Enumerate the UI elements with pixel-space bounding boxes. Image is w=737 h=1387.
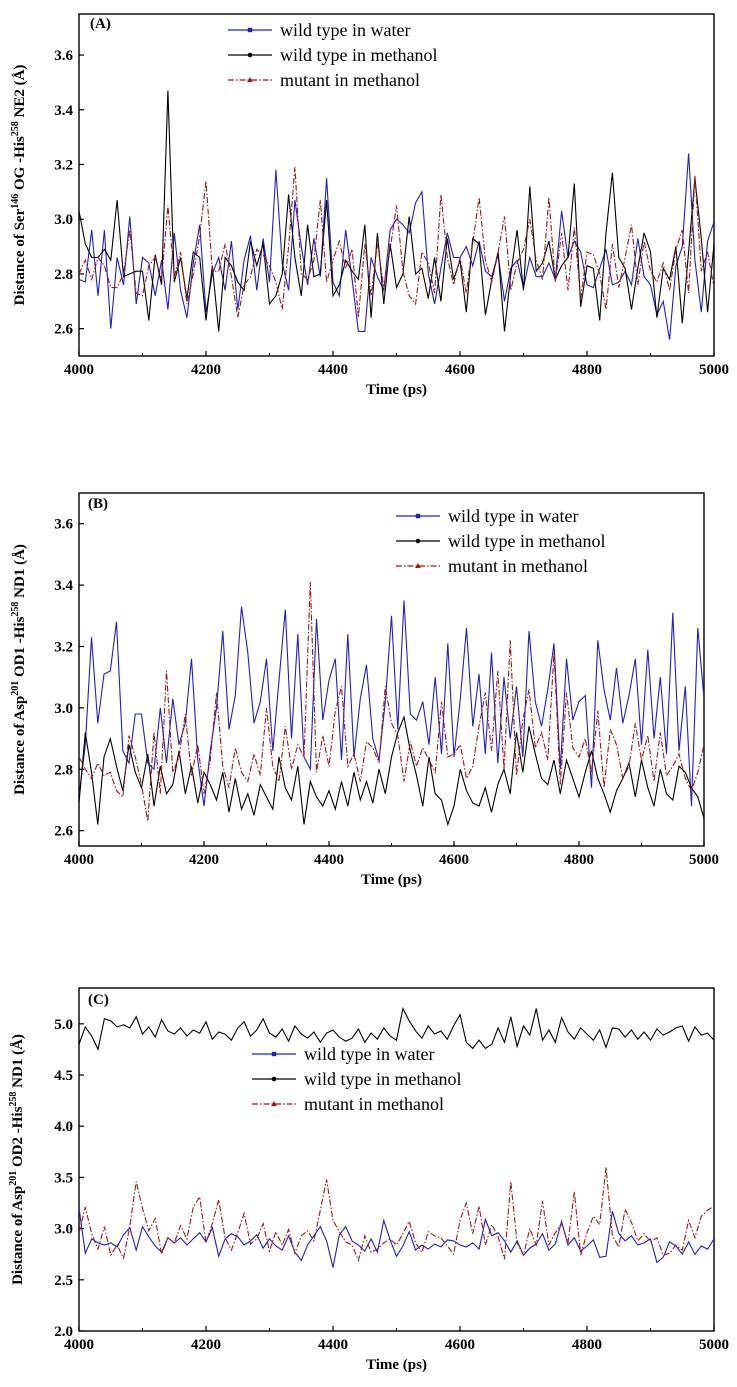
y-tick-label: 3.6 bbox=[54, 48, 73, 64]
series-line-2 bbox=[79, 90, 714, 332]
y-tick-label: 2.8 bbox=[54, 267, 73, 283]
y-tick-label: 4.5 bbox=[54, 1068, 73, 1084]
y-tick-label: 3.2 bbox=[54, 639, 73, 655]
legend: wild type in water wild type in methanol m… bbox=[228, 20, 437, 90]
chart-panel-2: 4000 4200 4400 4600 4800 5000 2.6 2.8 3.0 3.2 3.4 3… bbox=[10, 492, 719, 888]
legend-label-2: wild type in methanol bbox=[448, 531, 605, 551]
x-tick-label: 4000 bbox=[64, 852, 94, 868]
panel-label: (C) bbox=[88, 992, 109, 1008]
legend-label-3: mutant in methanol bbox=[304, 1094, 444, 1114]
legend-label-1: wild type in water bbox=[448, 506, 578, 526]
x-axis-label: Time (ps) bbox=[366, 1357, 427, 1373]
y-axis-label: Distance of Asp201 OD2 -His258 ND1 (Å) bbox=[8, 1034, 26, 1285]
y-axis-label: Distance of Ser146 OG -His258 NE2 (Å) bbox=[10, 65, 28, 306]
legend-label-2: wild type in methanol bbox=[280, 45, 437, 65]
legend-marker-2 bbox=[247, 52, 253, 58]
y-tick-label: 3.5 bbox=[54, 1170, 73, 1186]
legend-marker-2 bbox=[271, 1076, 277, 1082]
legend-marker-2 bbox=[415, 538, 421, 544]
legend-marker-3 bbox=[247, 77, 253, 82]
y-tick-label: 5.0 bbox=[54, 1017, 73, 1033]
legend-label-1: wild type in water bbox=[280, 20, 410, 40]
x-tick-label: 5000 bbox=[699, 362, 729, 378]
legend-marker-3 bbox=[415, 563, 421, 568]
legend-marker-1 bbox=[271, 1051, 277, 1057]
y-tick-label: 2.0 bbox=[54, 1324, 73, 1340]
series-line-1 bbox=[79, 1208, 714, 1268]
y-axis-label: Distance of Asp201 OD1 -His258 ND1 (Å) bbox=[10, 544, 28, 795]
y-tick-label: 3.6 bbox=[54, 517, 73, 533]
plot-frame bbox=[78, 492, 705, 847]
y-tick-label: 3.4 bbox=[54, 578, 73, 594]
chart-panel-3: 4000 4200 4400 4600 4800 5000 2.0 2.5 3.0 3.5 4.0 4… bbox=[8, 987, 729, 1373]
y-tick-label: 2.8 bbox=[54, 762, 73, 778]
legend-marker-1 bbox=[415, 513, 421, 519]
series-line-3 bbox=[79, 581, 704, 822]
x-tick-label: 5000 bbox=[689, 852, 719, 868]
x-tick-label: 4200 bbox=[191, 1337, 221, 1353]
y-tick-label: 2.6 bbox=[54, 824, 73, 840]
x-tick-label: 4800 bbox=[572, 362, 602, 378]
legend-label-3: mutant in methanol bbox=[448, 556, 588, 576]
x-tick-label: 4600 bbox=[445, 362, 475, 378]
y-tick-label: 3.0 bbox=[54, 701, 73, 717]
y-tick-label: 2.5 bbox=[54, 1273, 73, 1289]
x-tick-label: 4200 bbox=[189, 852, 219, 868]
series-line-2 bbox=[79, 715, 704, 827]
series-line-1 bbox=[79, 600, 704, 807]
series-line-3 bbox=[79, 167, 714, 318]
legend-label-3: mutant in methanol bbox=[280, 70, 420, 90]
y-tick-label: 3.4 bbox=[54, 103, 73, 119]
legend-label-2: wild type in methanol bbox=[304, 1069, 461, 1089]
x-tick-label: 5000 bbox=[699, 1337, 729, 1353]
x-tick-label: 4000 bbox=[64, 1337, 94, 1353]
chart-panel-1: 4000 4200 4400 4600 4800 5000 2.6 2.8 3.0 3.2 3.4 3… bbox=[10, 13, 729, 398]
x-tick-label: 4000 bbox=[64, 362, 94, 378]
x-tick-label: 4800 bbox=[564, 852, 594, 868]
panel-label: (B) bbox=[88, 496, 108, 512]
series-line-3 bbox=[79, 1167, 714, 1263]
x-tick-label: 4400 bbox=[318, 362, 348, 378]
x-tick-label: 4600 bbox=[445, 1337, 475, 1353]
legend: wild type in water wild type in methanol m… bbox=[396, 506, 605, 576]
y-tick-label: 3.0 bbox=[54, 212, 73, 228]
y-tick-label: 2.6 bbox=[54, 322, 73, 338]
x-tick-label: 4400 bbox=[318, 1337, 348, 1353]
x-tick-label: 4800 bbox=[572, 1337, 602, 1353]
legend-marker-1 bbox=[247, 27, 253, 33]
x-tick-label: 4400 bbox=[314, 852, 344, 868]
series-line-1 bbox=[79, 153, 714, 340]
x-axis-label: Time (ps) bbox=[366, 382, 427, 398]
y-tick-label: 3.2 bbox=[54, 157, 73, 173]
x-tick-label: 4600 bbox=[439, 852, 469, 868]
panel-label: (A) bbox=[90, 16, 111, 32]
x-axis-label: Time (ps) bbox=[361, 872, 422, 888]
legend-label-1: wild type in water bbox=[304, 1044, 434, 1064]
y-tick-label: 4.0 bbox=[54, 1119, 73, 1135]
legend-marker-3 bbox=[271, 1101, 277, 1106]
x-tick-label: 4200 bbox=[191, 362, 221, 378]
series-line-2 bbox=[79, 1006, 714, 1052]
plot-frame bbox=[78, 13, 715, 357]
legend: wild type in water wild type in methanol m… bbox=[252, 1044, 461, 1114]
y-tick-label: 3.0 bbox=[54, 1222, 73, 1238]
